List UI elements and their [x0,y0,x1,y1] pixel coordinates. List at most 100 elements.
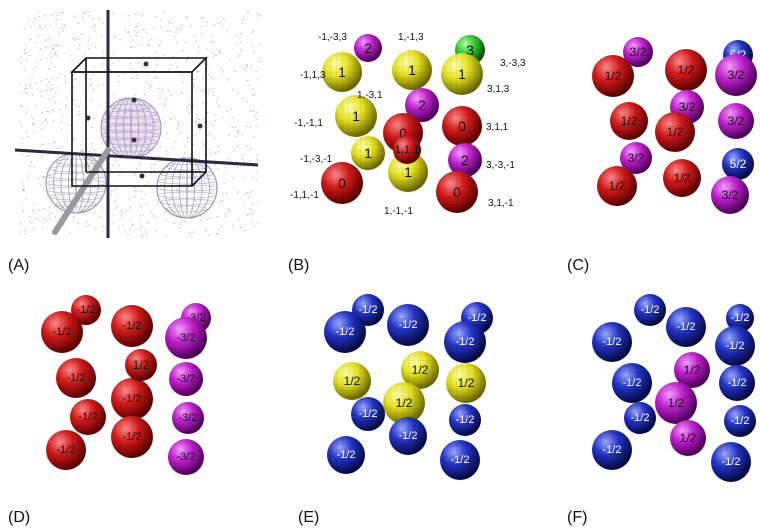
sphere: -1/2 [592,430,632,470]
sphere-label: -1/2 [722,456,741,468]
axis-depth [52,147,111,235]
sphere-mesh [624,402,656,434]
sphere: 3/2 [620,142,652,174]
sphere: -1/2 [41,311,83,353]
sphere-label: -1/2 [53,326,72,338]
panel-label-c: (C) [567,257,589,274]
panel-a-tensor-visualization: (A) [8,10,261,274]
sphere-label: -1/2 [623,377,642,389]
sphere-label: 1 [404,164,412,180]
panel-label-d: (D) [8,509,30,526]
sphere: 5/2 [722,148,754,180]
sphere-label: -3/2 [177,373,196,385]
sphere-label: -1/2 [123,431,142,443]
panel-e-sphere-lattice: -1/2 -1/2 -1/2 -1/2 -1/2 1/2 1/2 1/2 -1/2 1/2 -1/2… [324,294,493,480]
sphere-label: 1/2 [412,363,429,377]
sphere: 2 [405,88,439,122]
sphere-label: 1/2 [396,396,413,410]
sphere-label: 0 [399,125,407,141]
sphere-label: 0 [453,184,461,200]
sphere-mesh [165,317,207,359]
sphere-label: -1/2 [123,320,142,332]
sphere-mesh [674,352,710,388]
sphere-label: -1/2 [399,319,418,331]
sphere-label: -1/2 [631,412,650,424]
sphere-mesh [665,49,707,91]
panel-label-e: (E) [298,509,319,526]
sphere: -1/2 [666,307,706,347]
sphere-label: 1/2 [668,396,685,410]
sphere: 1/2 [674,352,710,388]
sphere-label: 1/2 [344,374,361,388]
sphere-label: -1/2 [728,377,747,389]
sphere-mesh [448,143,482,177]
sphere: 1/2 [383,382,425,424]
sphere-mesh [335,95,377,137]
coordinate-label: 3,1,-1 [488,198,514,209]
sphere: -1/2 [444,321,486,363]
sphere: 1/2 [670,420,706,456]
sphere: 1 [388,152,428,192]
sphere-mesh [592,430,632,470]
sphere-label: 1/2 [667,125,684,139]
sphere-mesh [449,404,481,436]
sphere-label: 1/2 [678,63,695,77]
sphere-mesh [711,176,749,214]
sphere-label: 1 [408,62,416,78]
sphere: -1/2 [387,304,429,346]
coordinate-label: 3,1,3 [487,84,510,95]
sphere: 3/2 [711,176,749,214]
sphere-mesh [70,399,106,435]
sphere: -1/2 [71,295,101,325]
sphere-label: 3/2 [728,68,745,82]
sphere-mesh [726,304,754,332]
coordinate-label: 1,-1,-1 [384,206,413,217]
sphere-label: -3/2 [177,451,196,463]
sphere-mesh [111,416,153,458]
sphere: 1/2 [592,55,634,97]
sphere-label: -1/2 [731,415,750,427]
sphere-label: -1/2 [451,454,470,466]
sphere: 1/2 [665,49,707,91]
sphere: 1 [335,95,377,137]
sphere-mesh [393,136,421,164]
sphere-mesh [401,351,439,389]
sphere: 1/2 [610,102,648,140]
sphere-mesh [597,166,637,206]
sphere-mesh [172,402,204,434]
sphere-label: -1/2 [641,304,660,316]
sphere-label: -1/2 [468,312,487,324]
sphere: -1/2 [111,378,153,420]
sphere-label: -1/2 [726,340,745,352]
sphere-mesh [722,148,754,180]
axis-horizontal [14,148,259,167]
sphere-mesh [111,378,153,420]
sphere-mesh [655,112,695,152]
sphere-mesh [715,54,757,96]
sphere: 1 [392,50,432,90]
sphere: 1/2 [655,382,697,424]
coordinate-label: -1,1,-1 [290,190,319,201]
sphere: 1/2 [446,363,486,403]
sphere: -1/2 [715,326,755,366]
sphere-mesh [389,417,427,455]
sphere-mesh [441,53,483,95]
sphere-label: -1/2 [677,321,696,333]
sphere-label: -1/2 [731,312,750,324]
sphere-mesh [405,88,439,122]
sphere-label: 1/2 [674,171,691,185]
coordinate-label: 3,-3,-1 [486,160,515,171]
sphere: 0 [436,171,478,213]
sphere-mesh [715,326,755,366]
sphere: -1/2 [449,404,481,436]
sphere-mesh [663,159,701,197]
sphere-label: 1/2 [133,358,150,372]
sphere: -1/2 [324,311,366,353]
sphere-label: 1 [352,108,360,124]
sphere: 3/2 [718,103,754,139]
wire-mesh-lines [45,97,218,219]
sphere-mesh [41,311,83,353]
sphere-label: -1/2 [336,326,355,338]
sphere: -1/2 [327,436,365,474]
